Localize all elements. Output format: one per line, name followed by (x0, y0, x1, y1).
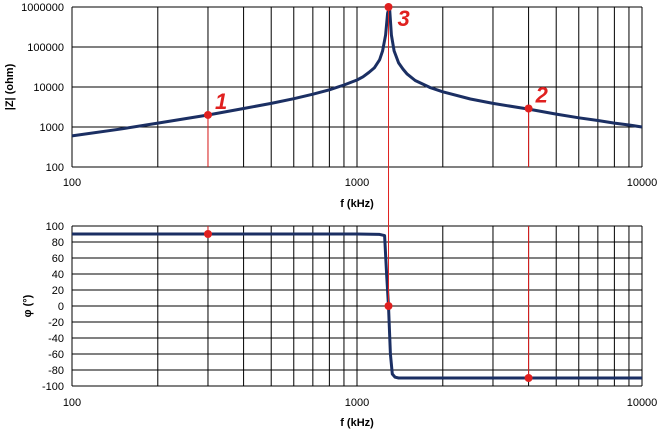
y-tick-label: 80 (52, 237, 64, 249)
phase-plot: 100 80 60 40 20 0 -20 -40 -60 -80 -100 100 1000 10000… (22, 221, 657, 429)
y-tick-label: -100 (42, 381, 64, 393)
x-tick-label: 10000 (627, 177, 658, 189)
marker-connector-lines (207, 7, 530, 378)
y-tick-label: -60 (48, 349, 64, 361)
phase-marker (524, 374, 533, 382)
y-tick-label: -80 (48, 365, 64, 377)
y-tick-label: 60 (52, 253, 64, 265)
y-tick-label: 10000 (33, 82, 64, 94)
phase-grid (71, 225, 643, 387)
y-tick-label: -20 (48, 317, 64, 329)
y-tick-label: 20 (52, 285, 64, 297)
x-tick-label: 1000 (345, 177, 369, 189)
marker-label-3: 3 (398, 6, 410, 31)
y-tick-label: 0 (58, 301, 64, 313)
y-tick-label: 40 (52, 269, 64, 281)
y-tick-label: 1000000 (21, 2, 64, 14)
x-axis-title: f (kHz) (340, 417, 374, 429)
marker-label-1: 1 (215, 89, 227, 114)
y-tick-label: 1000 (40, 122, 64, 134)
y-tick-label: 100 (46, 162, 64, 174)
x-tick-label: 100 (63, 397, 81, 409)
y-axis-title: φ (°) (22, 294, 34, 317)
impedance-marker-2 (524, 104, 533, 113)
x-tick-label: 1000 (345, 397, 369, 409)
x-tick-label: 100 (63, 177, 81, 189)
y-axis-title: |Z| (ohm) (4, 63, 16, 110)
y-tick-label: 100000 (27, 42, 64, 54)
x-tick-label: 10000 (627, 397, 658, 409)
impedance-marker-1 (203, 110, 212, 119)
phase-marker (203, 230, 212, 238)
marker-points: 1 3 2 (203, 3, 549, 382)
impedance-grid (71, 6, 643, 168)
phase-marker (384, 302, 393, 310)
impedance-marker-3 (384, 3, 393, 11)
marker-label-2: 2 (535, 83, 549, 108)
impedance-plot: 100 1000 10000 100000 1000000 100 1000 10000 f (… (4, 2, 657, 210)
x-axis-title: f (kHz) (340, 198, 374, 210)
y-tick-label: 100 (46, 221, 64, 233)
phase-curve (72, 232, 642, 380)
y-tick-label: -40 (48, 333, 64, 345)
